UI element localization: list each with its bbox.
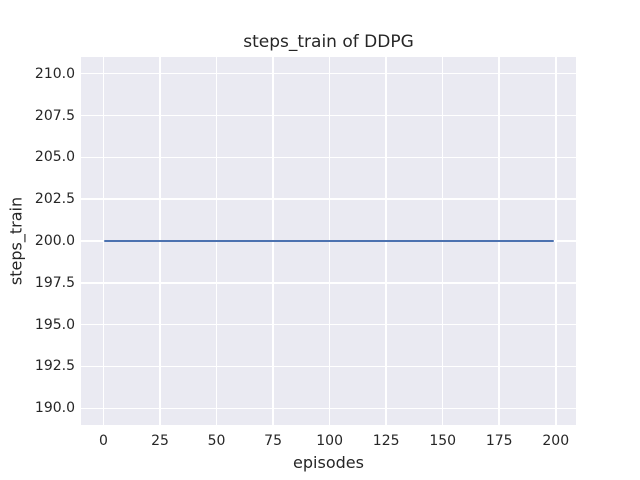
x-tick-label: 175: [485, 433, 513, 449]
x-tick-label: 125: [372, 433, 400, 449]
y-axis-label: steps_train: [6, 196, 26, 286]
x-tick-label: 75: [264, 433, 282, 449]
y-tick-label: 207.5: [34, 107, 75, 124]
x-axis-label: episodes: [293, 453, 364, 472]
plot-area: [81, 57, 576, 425]
horizontal-gridline: [81, 156, 576, 159]
x-tick-label: 0: [99, 433, 108, 449]
x-tick-label: 100: [316, 433, 343, 449]
y-tick-label: 192.5: [34, 358, 75, 375]
horizontal-gridline: [81, 407, 576, 410]
chart-title: steps_train of DDPG: [243, 32, 414, 52]
x-tick-label: 50: [207, 433, 226, 449]
horizontal-gridline: [81, 365, 576, 368]
x-tick-label: 25: [151, 433, 169, 449]
horizontal-gridline: [81, 198, 576, 200]
y-tick-label: 200.0: [34, 233, 75, 249]
y-tick-label: 195.0: [34, 316, 75, 333]
horizontal-gridline: [81, 72, 576, 75]
horizontal-gridline: [81, 323, 576, 326]
x-tick-label: 150: [429, 433, 457, 449]
series-line-steps_train: [103, 239, 554, 243]
y-tick-label: 202.5: [34, 191, 75, 208]
x-tick-label: 200: [542, 433, 570, 449]
y-tick-label: 190.0: [34, 400, 75, 417]
horizontal-gridline: [81, 282, 576, 284]
horizontal-gridline: [81, 114, 576, 117]
y-tick-label: 205.0: [34, 149, 75, 166]
y-tick-label: 197.5: [34, 274, 75, 291]
y-tick-label: 210.0: [34, 65, 75, 82]
